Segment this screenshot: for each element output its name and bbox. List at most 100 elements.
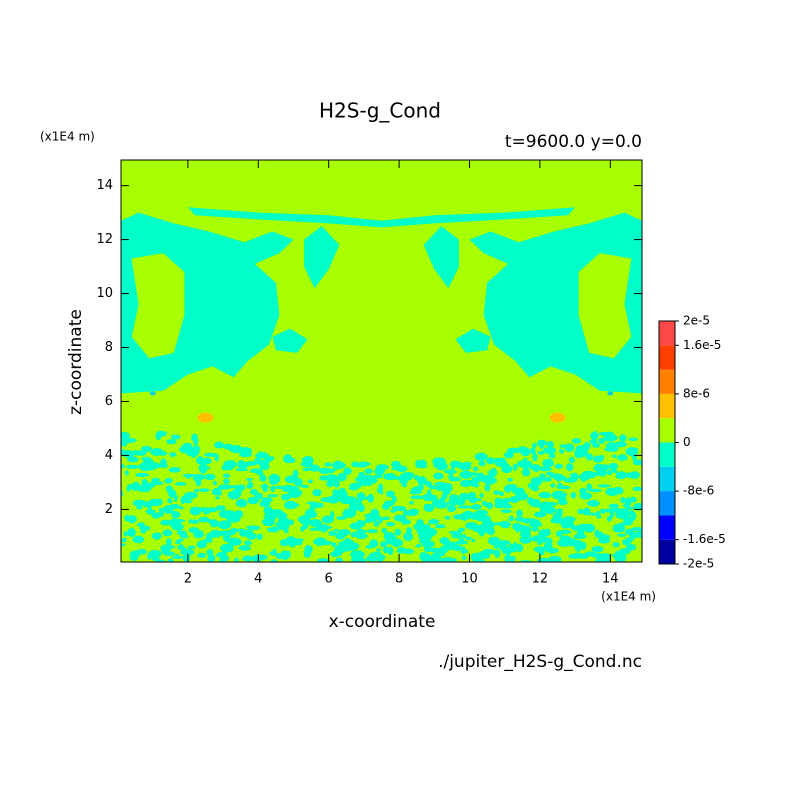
contour-region <box>548 453 556 459</box>
contour-region <box>121 537 127 543</box>
contour-region <box>499 491 505 496</box>
contour-region <box>521 462 529 469</box>
contour-region <box>543 506 550 510</box>
contour-region <box>191 433 199 442</box>
contour-region <box>166 538 172 547</box>
contour-region <box>478 551 488 556</box>
contour-region <box>168 467 181 473</box>
contour-region <box>571 553 586 559</box>
contour-region <box>566 541 579 547</box>
contour-region <box>451 500 459 506</box>
contour-region <box>428 485 437 490</box>
contour-region <box>230 485 241 489</box>
contour-region <box>131 253 185 359</box>
contour-region <box>574 540 584 549</box>
x-tick-label: 4 <box>254 572 262 587</box>
contour-region <box>277 517 290 526</box>
contour-region <box>363 474 373 478</box>
subtitle: t=9600.0 y=0.0 <box>505 132 642 152</box>
contour-region <box>325 474 338 482</box>
contour-region <box>288 538 297 548</box>
contour-region <box>141 461 149 466</box>
contour-region <box>353 551 365 558</box>
contour-region <box>366 480 373 486</box>
contour-region <box>198 507 204 512</box>
contour-region <box>369 539 379 548</box>
contour-region <box>344 508 349 515</box>
contour-region <box>126 515 137 524</box>
contour-region <box>270 509 284 515</box>
colorbar-segment <box>659 539 675 564</box>
contour-region <box>121 543 126 547</box>
contour-region <box>563 477 578 483</box>
contour-region <box>173 494 178 502</box>
contour-region <box>566 463 574 472</box>
contour-region <box>285 550 291 559</box>
colorbar-tick-label: 0 <box>683 435 691 449</box>
colorbar-segment <box>659 418 675 443</box>
contour-region <box>247 496 259 505</box>
contour-region <box>554 511 563 520</box>
contour-region <box>164 477 173 484</box>
contour-region <box>583 441 591 450</box>
contour-region <box>414 524 421 528</box>
contour-region <box>332 489 339 498</box>
contour-region <box>418 539 431 545</box>
contour-region <box>367 529 378 534</box>
contour-region <box>234 510 244 518</box>
contour-region <box>319 475 330 481</box>
contour-region <box>449 494 459 501</box>
contour-region <box>220 543 234 553</box>
contour-region <box>135 472 150 477</box>
contour-region <box>410 490 417 495</box>
contour-region <box>581 470 596 477</box>
contour-region <box>277 523 290 530</box>
contour-region <box>349 522 362 530</box>
contour-region <box>548 555 562 562</box>
contour-region <box>610 511 615 518</box>
contour-region <box>122 437 137 443</box>
contour-region <box>147 462 161 469</box>
contour-region <box>320 523 328 533</box>
colorbar-segment <box>659 321 675 346</box>
contour-region <box>208 519 217 525</box>
y-tick-label: 14 <box>96 178 113 193</box>
contour-region <box>404 519 409 523</box>
contour-region <box>292 469 299 479</box>
contour-region <box>474 452 488 461</box>
contour-region <box>632 461 642 466</box>
contour-region <box>357 504 365 513</box>
contour-region <box>259 474 267 482</box>
contour-region <box>471 538 476 543</box>
x-tick-label: 12 <box>532 572 549 587</box>
chart-title: H2S-g_Cond <box>319 99 441 123</box>
contour-region <box>206 549 214 556</box>
contour-region <box>434 482 446 486</box>
contour-region <box>391 460 401 469</box>
contour-region <box>527 497 534 504</box>
contour-region <box>631 453 637 461</box>
plot-frame <box>120 159 643 563</box>
contour-region <box>482 502 491 507</box>
contour-region <box>544 502 558 506</box>
contour-region <box>464 463 471 470</box>
contour-region <box>487 527 495 536</box>
contour-region <box>476 472 485 482</box>
contour-region <box>627 447 634 456</box>
contour-region <box>182 473 196 478</box>
contour-region <box>132 499 146 507</box>
contour-region <box>262 517 276 527</box>
contour-region <box>125 464 140 469</box>
contour-region <box>343 538 352 546</box>
contour-region <box>343 467 352 475</box>
contour-region <box>471 483 480 488</box>
contour-region <box>266 527 280 533</box>
contour-region <box>530 464 541 471</box>
contour-region <box>141 456 152 461</box>
contour-region <box>433 472 444 480</box>
contour-region <box>460 479 472 487</box>
contour-region <box>607 391 614 396</box>
contour-region <box>136 484 148 492</box>
contour-region <box>216 551 228 559</box>
contour-region <box>409 500 414 505</box>
